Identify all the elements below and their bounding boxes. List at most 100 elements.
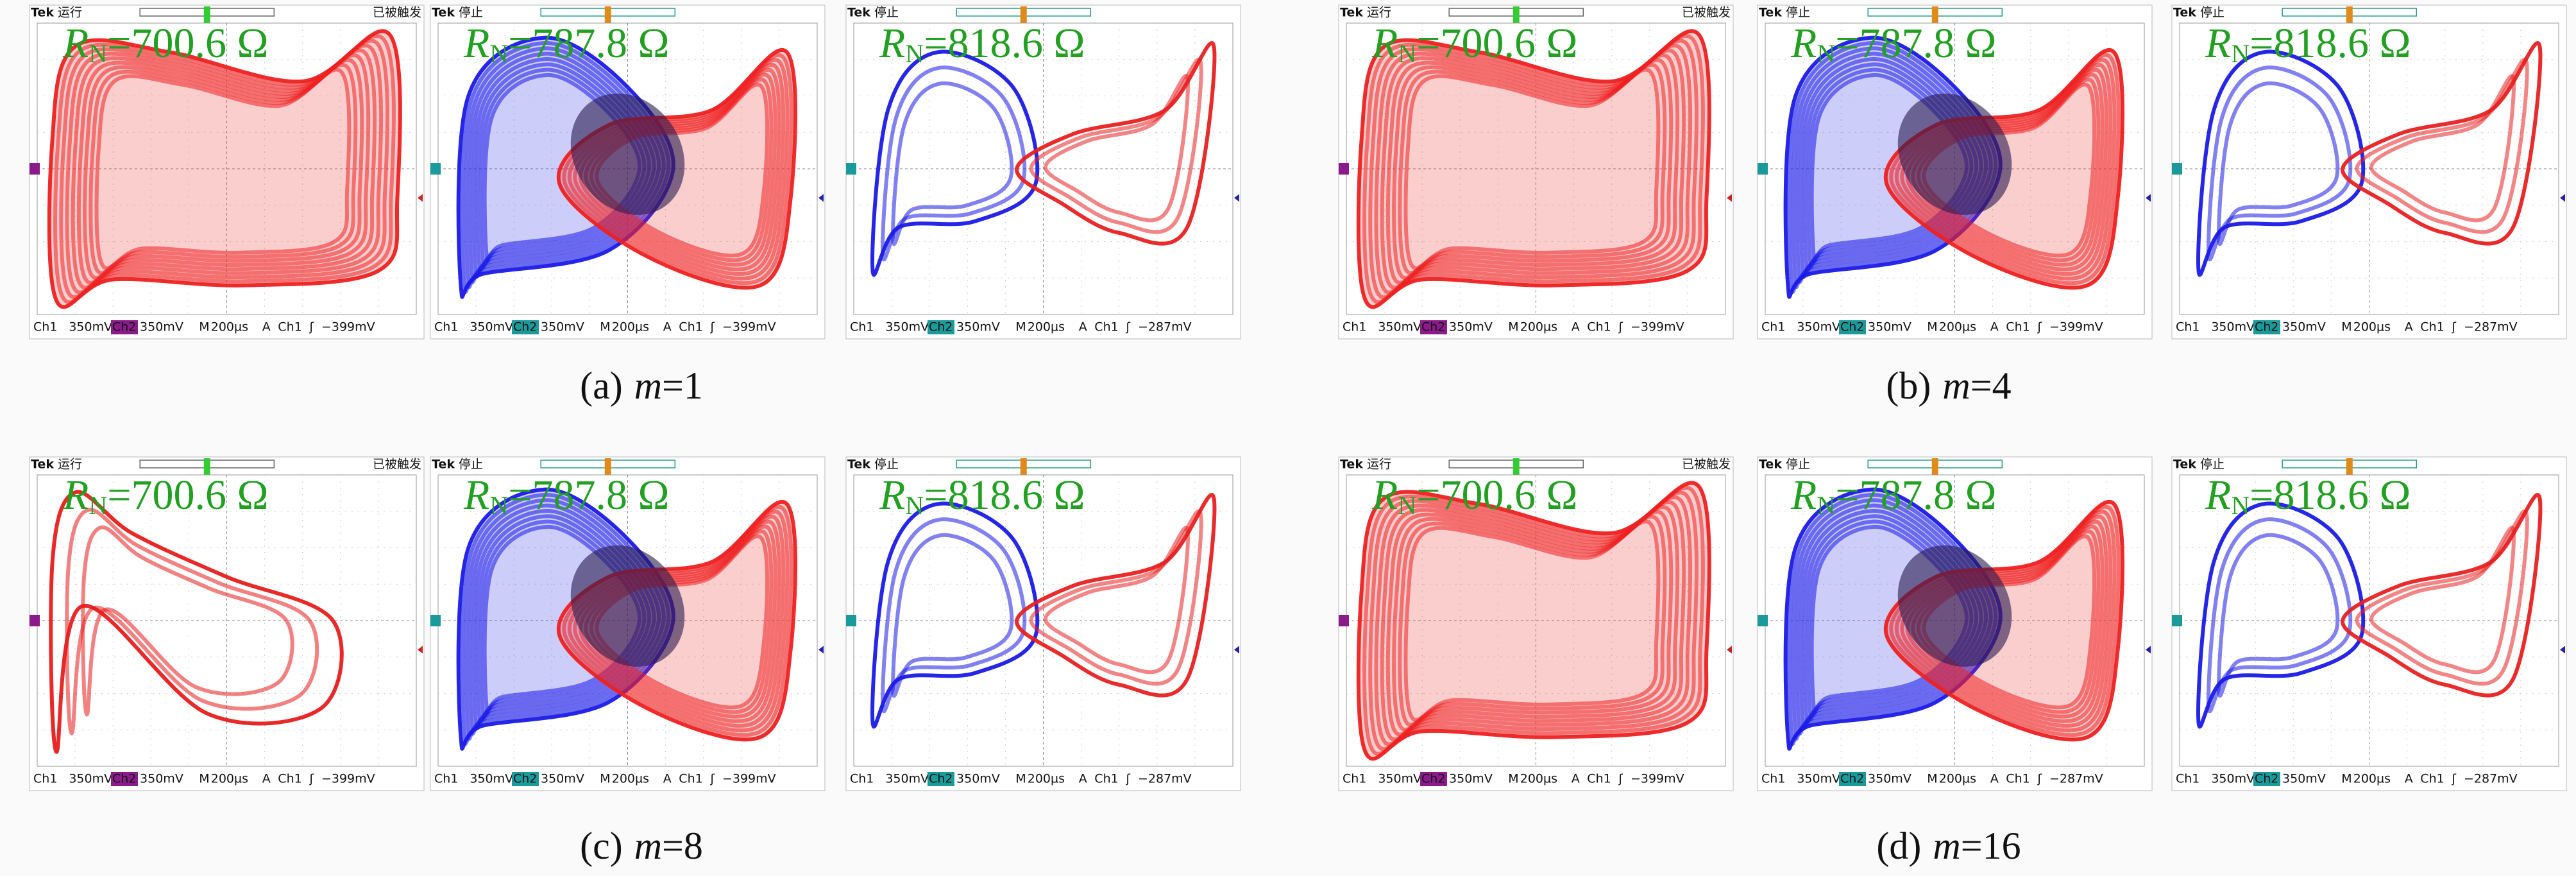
value: =818.6 Ω: [2250, 20, 2411, 67]
ch2-box: [111, 772, 138, 786]
footer-item: 200µs: [2353, 320, 2391, 334]
caption-value: =1: [662, 365, 703, 407]
trace: [1392, 58, 1674, 280]
trace: [2196, 501, 2366, 729]
trace: [2207, 65, 2353, 262]
symbol: R: [62, 472, 89, 519]
trace: [1368, 490, 1699, 751]
ch2-box: [512, 772, 539, 786]
ch2-marker: [2172, 615, 2182, 626]
footer-item: Ch1: [1343, 772, 1366, 786]
status: 停止: [1786, 6, 1810, 20]
resistance-label: RN=700.6 Ω: [1371, 20, 1578, 68]
ch2-marker: [1339, 163, 1349, 175]
caption: (d) m=16: [1876, 825, 2021, 867]
footer-item: 350mV: [470, 772, 513, 786]
footer-item: Ch1: [33, 320, 57, 334]
status: 运行: [1367, 6, 1391, 20]
subscript: N: [89, 491, 107, 520]
trace: [1385, 505, 1680, 737]
trigger-marker: [1020, 458, 1027, 475]
trace: [1015, 41, 1217, 246]
brand: Tek: [1340, 458, 1363, 472]
subscript: N: [1398, 39, 1416, 68]
ch2-box: [1420, 320, 1447, 334]
footer-item: 200µs: [2353, 772, 2391, 786]
footer-item: Ch1: [2420, 772, 2444, 786]
status: 运行: [58, 458, 82, 472]
footer-item: 350mV: [2282, 320, 2326, 334]
trace: [1362, 485, 1705, 756]
phase-portrait: [1783, 487, 2125, 751]
caption-value: =4: [1970, 365, 2012, 407]
trace: [81, 525, 294, 717]
ch1-marker: [1234, 194, 1239, 202]
ch1-marker: [818, 646, 824, 654]
ch2-box: [928, 320, 954, 334]
ch1-marker: [1727, 646, 1732, 654]
footer-item: A: [262, 772, 271, 786]
ch2-box: [1839, 772, 1866, 786]
footer-item: ʃ: [2037, 320, 2042, 334]
status: 停止: [874, 6, 899, 20]
footer-item: −399mV: [722, 772, 776, 786]
ch2-marker: [1758, 615, 1768, 626]
footer-item: Ch2: [2255, 772, 2278, 786]
value: =700.6 Ω: [107, 20, 268, 67]
footer-item: Ch1: [1343, 320, 1366, 334]
trace: [1368, 39, 1699, 300]
footer-item: −399mV: [1631, 772, 1684, 786]
ch1-marker: [1234, 646, 1239, 654]
ch2-box: [2253, 772, 2280, 786]
trigger-marker: [203, 458, 210, 475]
trace: [2369, 74, 2516, 223]
footer-item: Ch2: [1840, 320, 1864, 334]
subscript: N: [89, 39, 107, 68]
status: 停止: [2200, 458, 2224, 472]
trigger-marker: [1513, 6, 1520, 23]
trace: [2217, 533, 2340, 698]
footer-item: 350mV: [2211, 320, 2255, 334]
phase-portrait: [456, 487, 798, 751]
footer-item: Ch1: [2176, 772, 2199, 786]
brand: Tek: [2173, 458, 2196, 472]
ch2-marker: [30, 163, 40, 175]
footer-item: Ch1: [679, 772, 702, 786]
phase-portrait: [1356, 481, 1711, 761]
caption-variable: m: [1933, 825, 1960, 867]
ch2-marker: [1339, 615, 1349, 626]
trigger-state: 已被触发: [1682, 458, 1731, 472]
footer-item: 350mV: [1797, 772, 1840, 786]
footer-item: Ch2: [1421, 772, 1445, 786]
trace: [65, 43, 384, 295]
footer-item: A: [1990, 320, 1999, 334]
footer-item: ʃ: [2452, 320, 2457, 334]
ch2-marker: [1758, 163, 1768, 175]
symbol: R: [2205, 472, 2231, 519]
footer-item: 350mV: [1797, 320, 1840, 334]
footer-item: 200µs: [1028, 320, 1065, 334]
phase-portrait: [49, 490, 344, 754]
footer-item: −399mV: [722, 320, 776, 334]
phase-portrait: [2196, 493, 2543, 729]
trace: [891, 533, 1014, 698]
value: =818.6 Ω: [924, 472, 1085, 519]
caption-label: (a): [580, 365, 623, 407]
footer-item: Ch2: [112, 320, 136, 334]
value: =787.8 Ω: [508, 472, 669, 519]
symbol: R: [463, 20, 489, 67]
ch2-marker: [846, 163, 856, 175]
trigger-marker: [1931, 6, 1938, 23]
footer-item: −287mV: [1138, 772, 1192, 786]
caption: (a) m=1: [580, 365, 703, 407]
trace: [1015, 493, 1217, 698]
subscript: N: [905, 491, 924, 520]
footer-item: Ch1: [278, 772, 301, 786]
footer-item: −287mV: [1138, 320, 1192, 334]
footer-item: 350mV: [1378, 772, 1421, 786]
footer-item: 200µs: [1520, 772, 1557, 786]
